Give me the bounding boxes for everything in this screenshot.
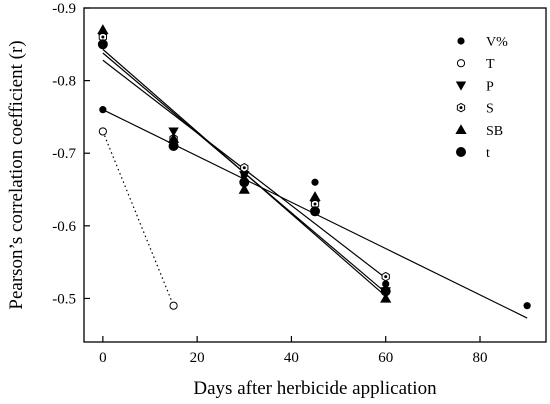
data-point: [238, 183, 250, 194]
data-point: [381, 271, 390, 282]
legend-marker: [456, 147, 466, 157]
fit-line-t: [102, 131, 175, 306]
legend-label: P: [486, 79, 494, 94]
legend-label: SB: [486, 124, 503, 139]
y-axis-title: Pearson’s correlation coefficient (r): [6, 40, 27, 309]
data-point: [97, 39, 108, 50]
data-point: [239, 177, 250, 188]
legend-label: t: [486, 146, 490, 161]
data-point: [168, 127, 179, 137]
x-tick-label: 0: [99, 350, 107, 366]
y-tick-label: -0.5: [52, 291, 76, 307]
legend-label: V%: [486, 35, 508, 50]
x-axis-title: Days after herbicide application: [193, 378, 437, 399]
x-tick-label: 60: [378, 350, 393, 366]
data-point: [239, 171, 250, 181]
data-point: [380, 286, 391, 297]
legend-label: T: [486, 57, 495, 72]
data-point: [97, 24, 109, 34]
data-point: [310, 206, 320, 217]
data-point: [380, 292, 392, 303]
data-point: [240, 162, 249, 173]
y-tick-label: -0.7: [52, 146, 76, 162]
data-point: [98, 32, 107, 42]
data-point: [168, 140, 179, 151]
y-tick-label: -0.9: [52, 1, 76, 17]
data-points: [97, 24, 531, 310]
data-point: [167, 133, 180, 143]
data-point: [98, 127, 107, 136]
legend-marker: [456, 102, 466, 113]
data-point: [99, 106, 107, 114]
legend-marker: [457, 37, 465, 45]
legend-label: S: [486, 102, 494, 117]
data-point: [169, 301, 178, 310]
axis-ticks: 0 20 40 60 80 -0.9 -0.8 -0.7 -0.6 -0.5: [52, 1, 487, 366]
x-tick-label: 80: [473, 350, 488, 366]
x-tick-label: 20: [190, 350, 205, 366]
data-point: [382, 280, 390, 288]
y-tick-label: -0.6: [52, 219, 76, 235]
y-tick-label: -0.8: [52, 74, 76, 90]
data-point: [523, 302, 531, 310]
x-tick-label: 40: [284, 350, 299, 366]
data-point: [311, 178, 319, 186]
legend-marker: [456, 59, 466, 68]
plot-frame: [83, 7, 547, 343]
legend-marker: [455, 124, 467, 134]
data-point: [309, 191, 321, 201]
legend: V% TPS SB t: [455, 35, 508, 161]
legend-marker: [455, 81, 467, 91]
